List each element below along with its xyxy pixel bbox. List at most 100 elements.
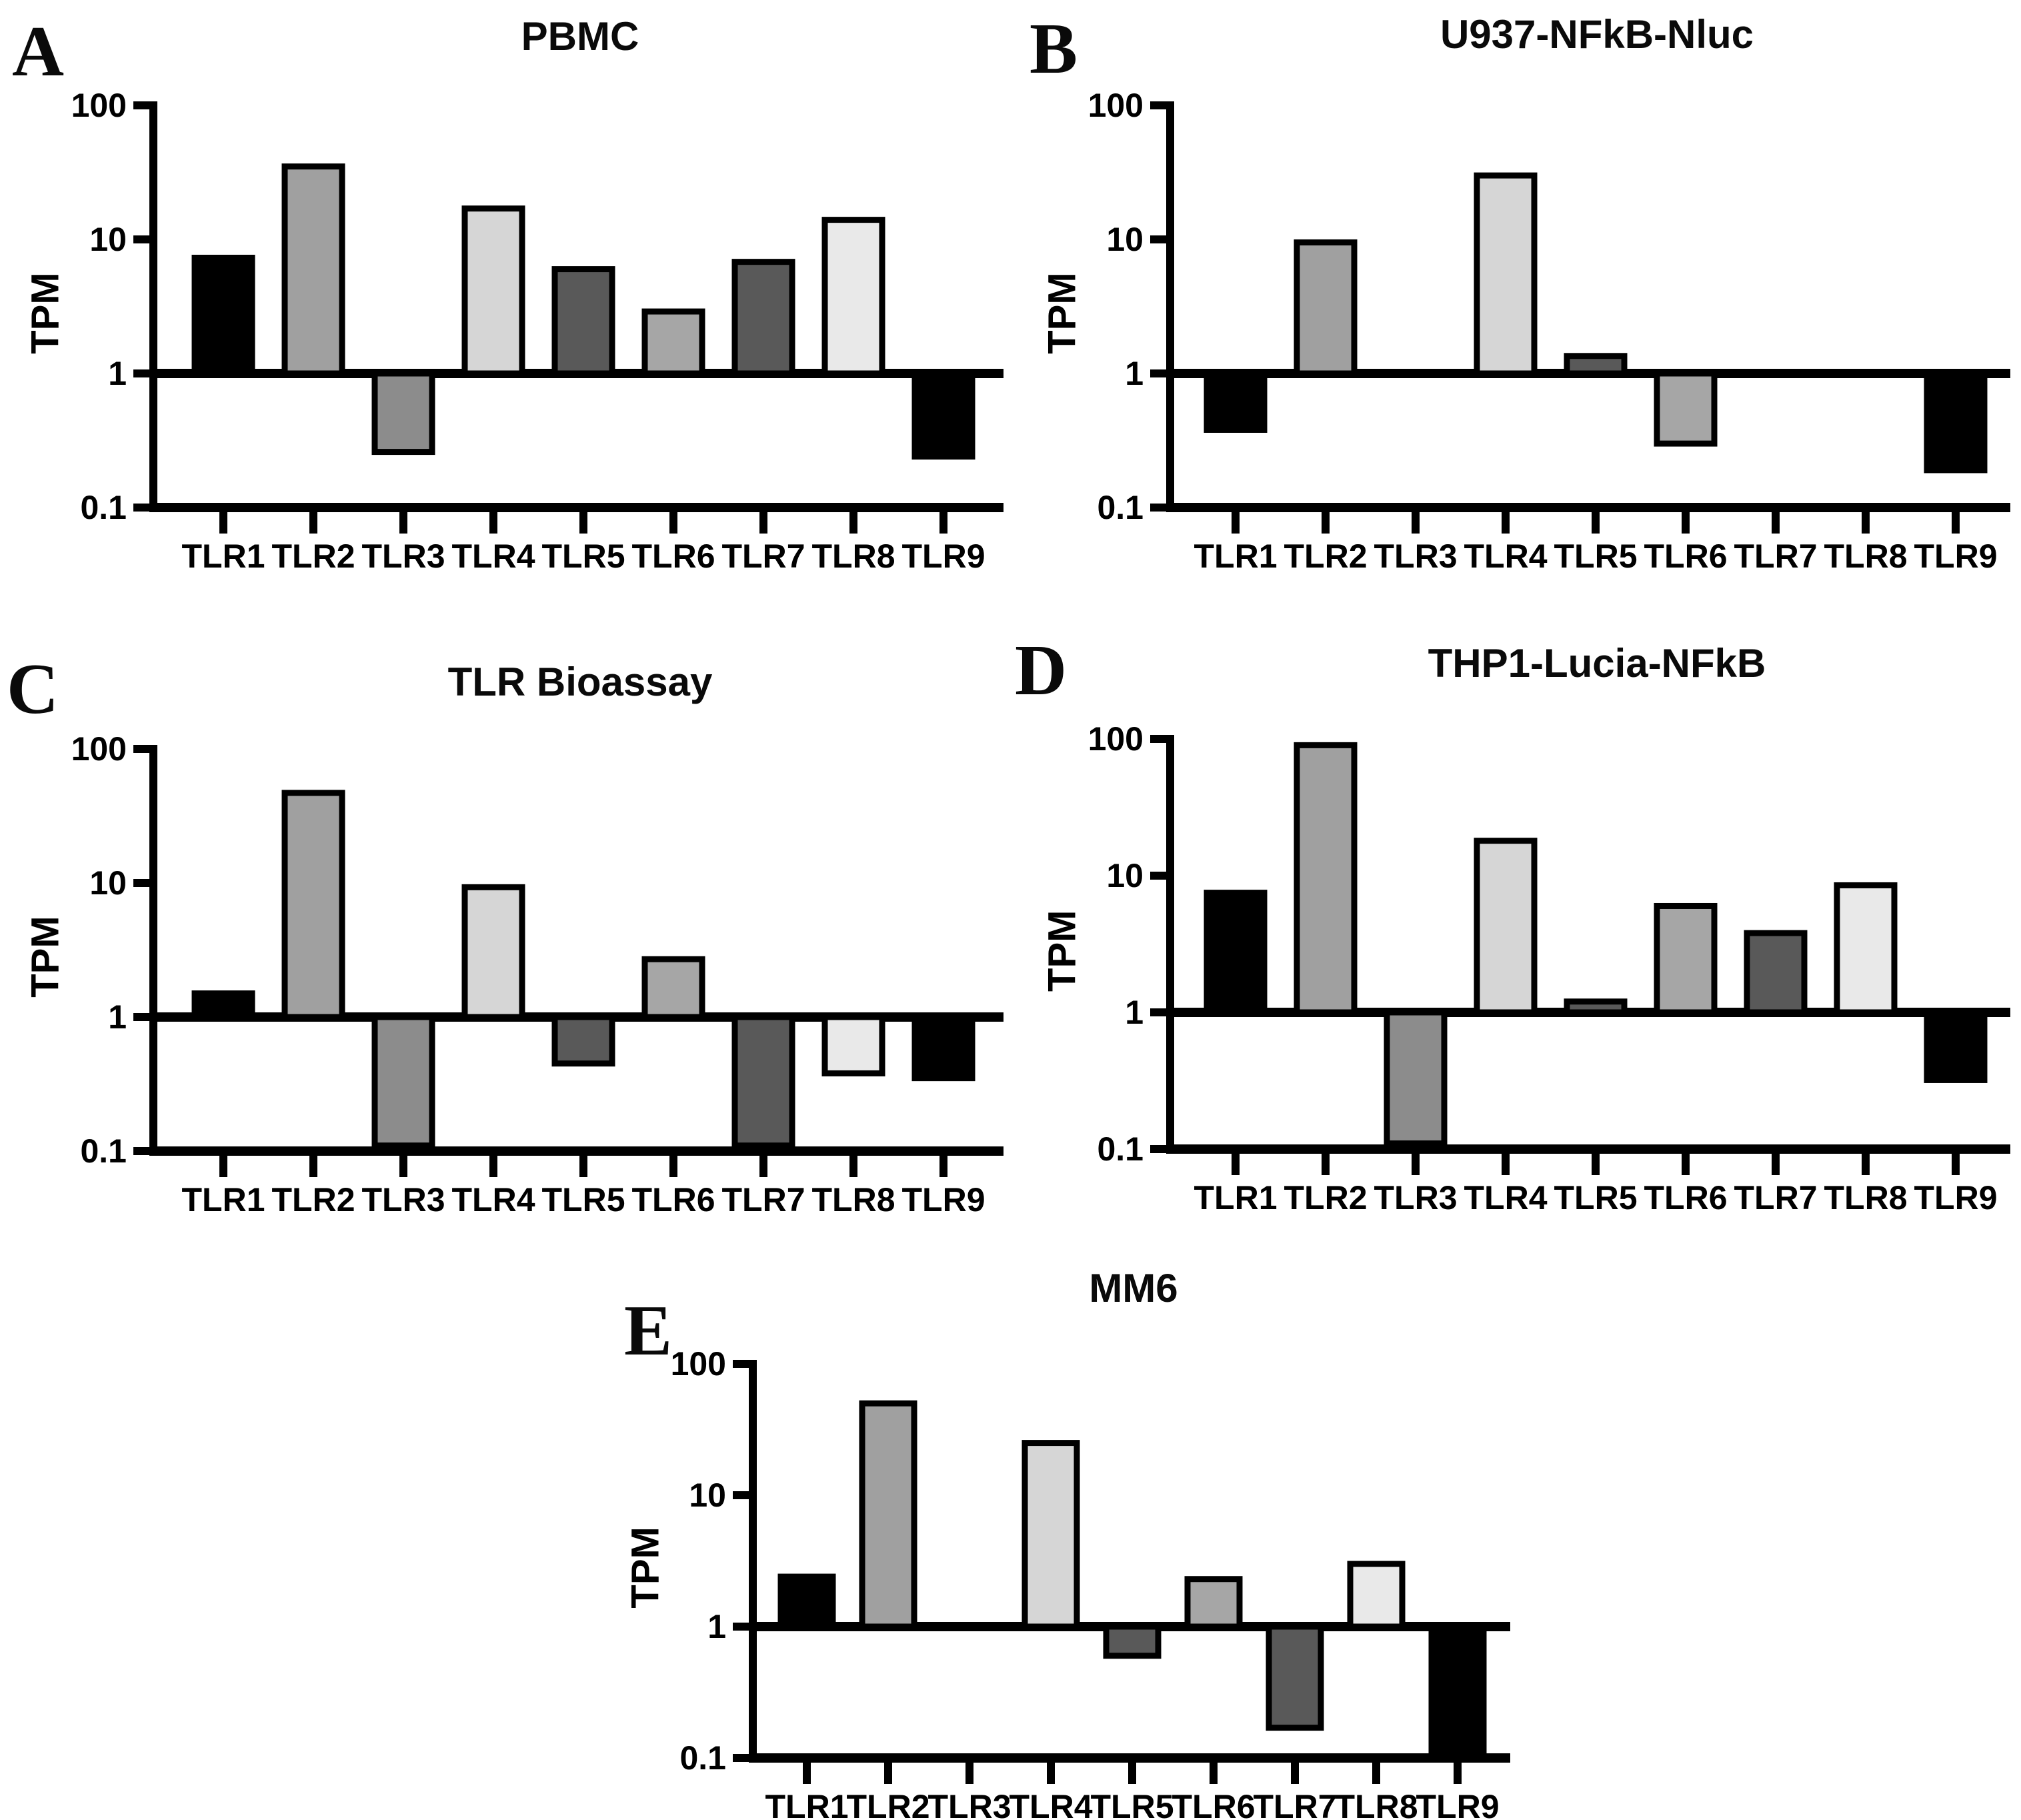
x-tick (939, 1156, 947, 1177)
x-tick (939, 512, 947, 534)
y-axis-spine (149, 101, 157, 512)
y-axis-spine (1166, 735, 1174, 1154)
x-tick (849, 512, 857, 534)
y-tick (133, 1013, 149, 1021)
y-tick-label: 10 (1106, 857, 1144, 894)
bottom-axis (149, 1146, 1003, 1156)
baseline-axis (149, 1012, 1003, 1022)
y-tick (133, 369, 149, 377)
panel-letter-e: E (624, 1291, 673, 1371)
bar-tlr4 (1474, 838, 1538, 1016)
y-tick-label: 0.1 (1097, 489, 1144, 526)
bar-tlr9 (1924, 1009, 1988, 1083)
bar-tlr9 (1924, 370, 1988, 474)
y-tick (133, 101, 149, 109)
x-tick (309, 1156, 317, 1177)
x-tick (1952, 512, 1960, 534)
x-tick-label: TLR5 (1091, 1788, 1174, 1820)
y-tick-label: 100 (1088, 87, 1144, 124)
bar-tlr7 (731, 1014, 795, 1149)
y-tick-label: 0.1 (1097, 1130, 1144, 1168)
x-tick-label: TLR3 (928, 1788, 1012, 1820)
bar-tlr1 (191, 254, 255, 377)
x-tick-label: TLR7 (722, 538, 805, 575)
x-tick (1322, 512, 1330, 534)
y-tick (733, 1360, 749, 1368)
x-tick (1772, 1154, 1780, 1175)
y-tick-label: 1 (1125, 355, 1144, 392)
bar-tlr2 (281, 790, 345, 1020)
y-tick-label: 0.1 (80, 1132, 127, 1170)
bar-tlr5 (1564, 353, 1628, 377)
x-tick (1291, 1763, 1299, 1784)
x-tick-label: TLR1 (182, 538, 265, 575)
bar-tlr7 (731, 259, 795, 377)
y-axis-spine (749, 1360, 757, 1763)
x-tick-label: TLR9 (1416, 1788, 1500, 1820)
bar-tlr6 (641, 956, 705, 1020)
x-tick-label: TLR2 (272, 538, 355, 575)
bar-tlr2 (1294, 239, 1358, 377)
y-tick-label: 1 (707, 1608, 726, 1645)
y-tick-label: 1 (1125, 994, 1144, 1031)
panel-letter-b: B (1030, 9, 1078, 89)
bar-tlr4 (1474, 172, 1538, 377)
x-tick-label: TLR4 (1009, 1788, 1093, 1820)
y-tick (1150, 504, 1166, 512)
y-tick (133, 745, 149, 753)
y-axis-spine (1166, 101, 1174, 512)
y-axis-label: TPM (624, 1527, 667, 1608)
x-tick-label: TLR2 (272, 1181, 355, 1218)
y-tick (133, 504, 149, 512)
panel-title-tlr-bioassay: TLR Bioassay (447, 660, 713, 704)
bar-tlr9 (1428, 1623, 1487, 1761)
bar-tlr2 (1294, 742, 1358, 1016)
bottom-axis (1166, 503, 2010, 512)
x-tick (669, 1156, 677, 1177)
x-tick (1592, 1154, 1600, 1175)
x-tick (1952, 1154, 1960, 1175)
x-tick (759, 512, 767, 534)
bar-tlr5 (551, 1014, 615, 1067)
bar-tlr4 (461, 205, 525, 377)
y-axis-label: TPM (1041, 910, 1084, 992)
y-tick (1150, 1145, 1166, 1153)
x-tick-label: TLR8 (1824, 538, 1908, 575)
panel-title-mm6: MM6 (1089, 1266, 1178, 1310)
x-tick (1862, 512, 1870, 534)
y-tick-label: 1 (108, 355, 127, 392)
y-tick (733, 1491, 749, 1499)
y-tick (1150, 101, 1166, 109)
x-tick-label: TLR6 (1644, 538, 1728, 575)
x-tick-label: TLR2 (847, 1788, 930, 1820)
x-tick (1502, 1154, 1510, 1175)
x-tick (965, 1763, 973, 1784)
bar-tlr6 (1654, 902, 1718, 1016)
bar-tlr4 (461, 884, 525, 1020)
bar-tlr5 (551, 266, 615, 377)
y-tick-label: 0.1 (80, 489, 127, 526)
bar-tlr6 (1184, 1576, 1243, 1630)
bar-tlr2 (859, 1400, 917, 1630)
x-tick-label: TLR2 (1284, 1179, 1368, 1216)
x-tick (1128, 1763, 1136, 1784)
bar-tlr5 (1103, 1623, 1162, 1659)
x-tick-label: TLR3 (1374, 538, 1458, 575)
x-tick (1772, 512, 1780, 534)
bar-tlr8 (821, 1014, 885, 1076)
y-tick-label: 10 (89, 864, 127, 902)
x-tick (1454, 1763, 1462, 1784)
x-tick (1412, 512, 1420, 534)
x-tick (579, 512, 587, 534)
panel-title-u937: U937-NFkB-Nluc (1440, 12, 1754, 57)
y-axis-label: TPM (24, 916, 67, 997)
bottom-axis (1166, 1144, 2010, 1154)
y-tick-label: 0.1 (679, 1739, 726, 1777)
x-tick (1682, 1154, 1690, 1175)
bar-tlr3 (371, 1014, 435, 1149)
bar-tlr3 (1384, 1009, 1448, 1147)
